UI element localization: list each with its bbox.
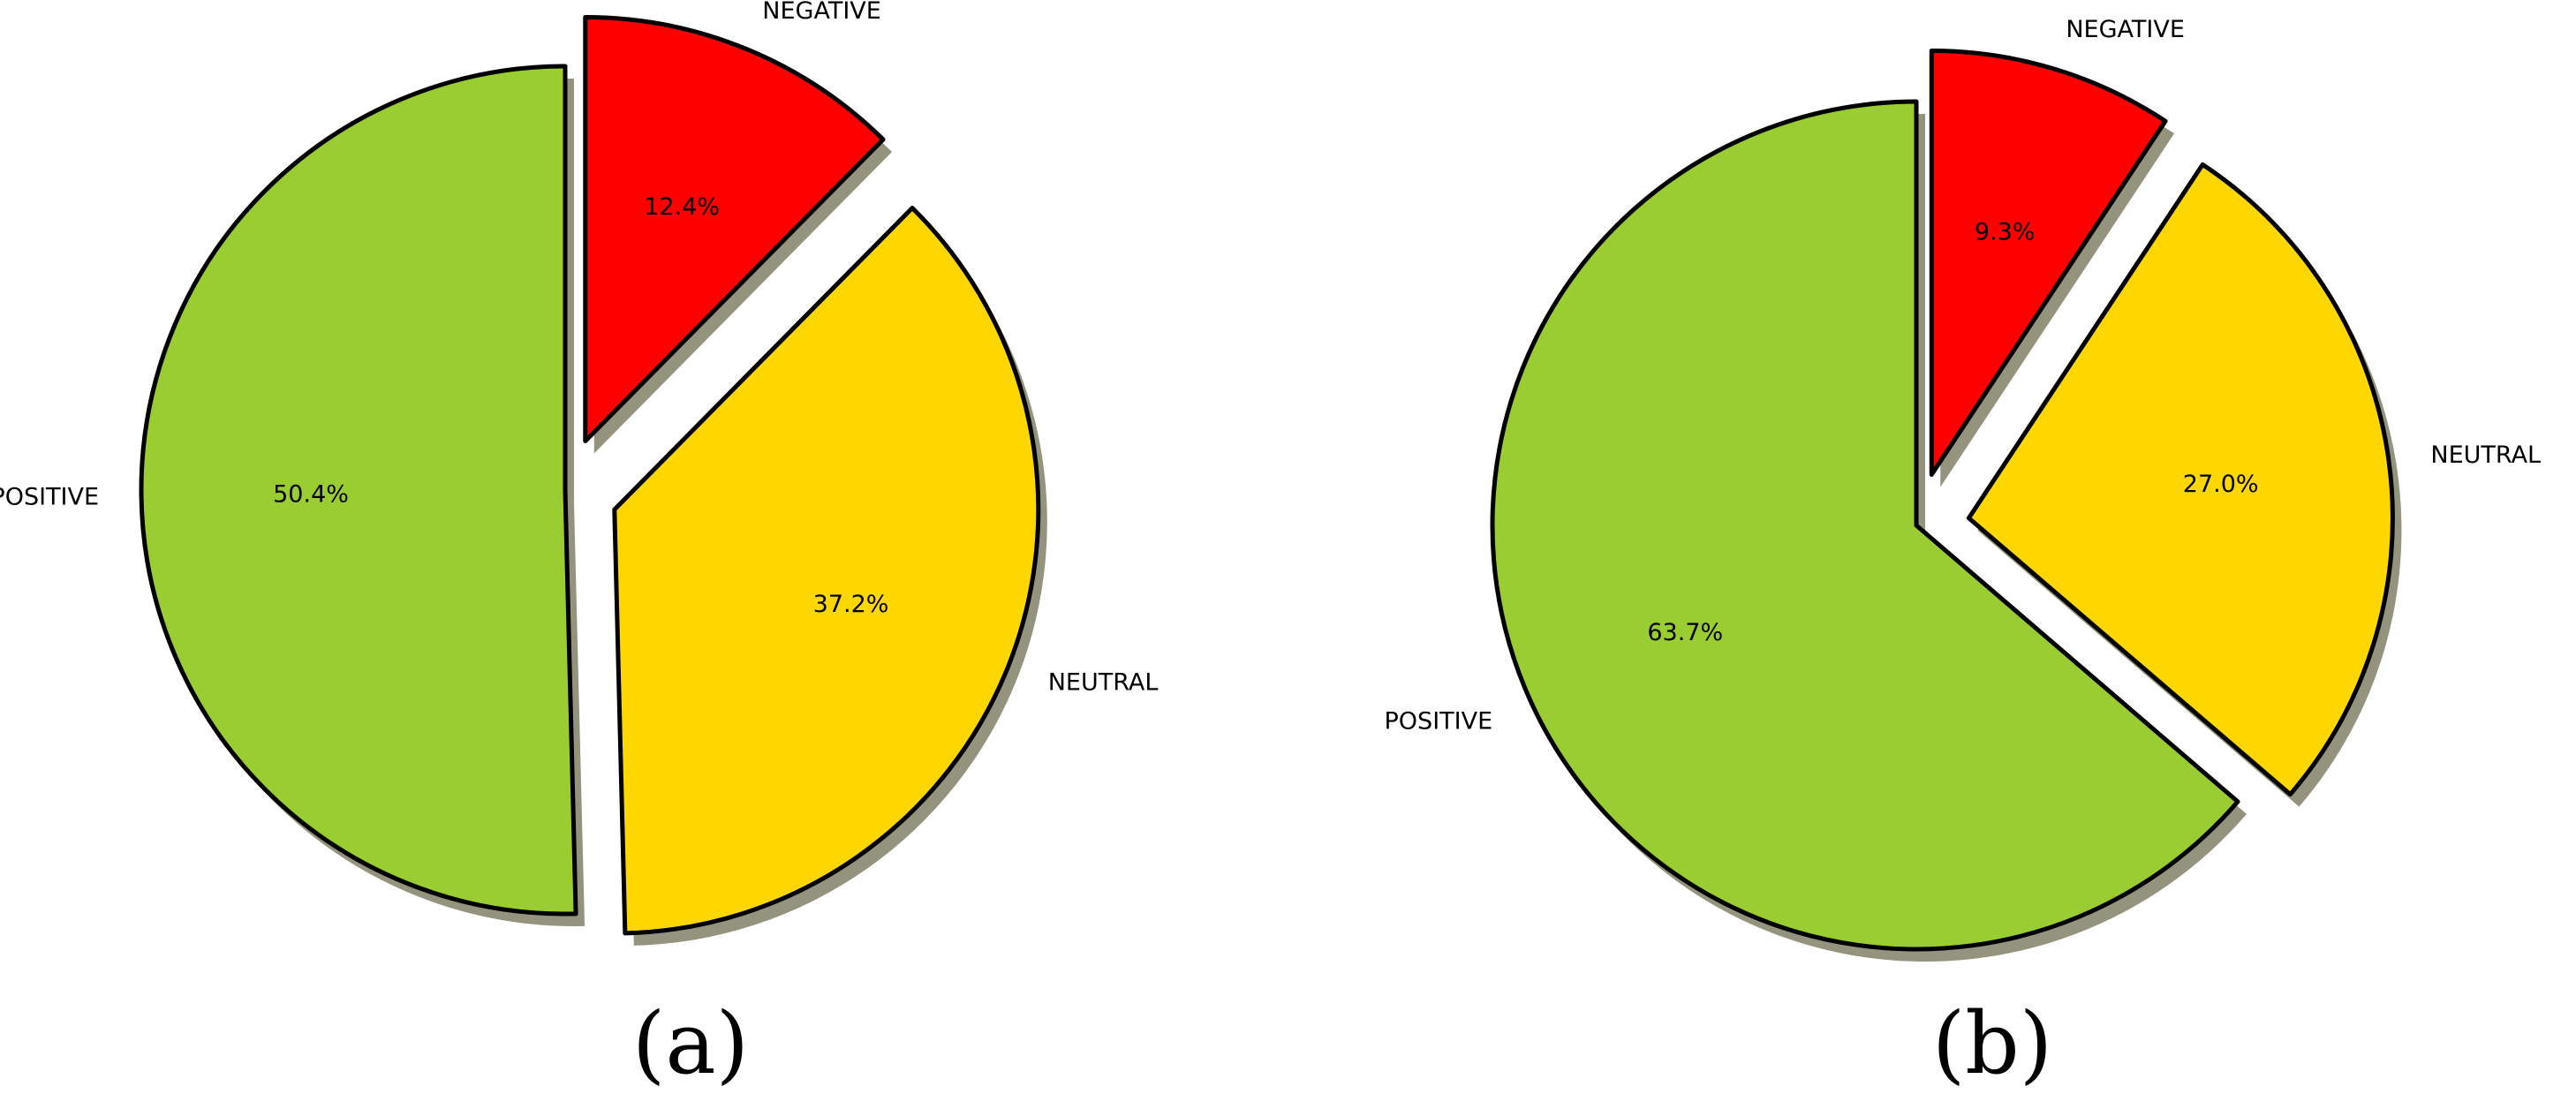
- pie-labels-b: 63.7% POSITIVE 27.0% NEUTRAL 9.3% NEGATIVE: [1385, 16, 2542, 735]
- category-label-neutral-b: NEUTRAL: [2430, 441, 2541, 469]
- slice-neutral-b: [1966, 162, 2395, 797]
- category-label-negative-a: NEGATIVE: [762, 0, 881, 25]
- category-label-neutral-a: NEUTRAL: [1048, 668, 1159, 696]
- pie-slices-a: [139, 14, 1041, 936]
- category-label-negative-b: NEGATIVE: [2066, 16, 2185, 43]
- category-label-positive-b: POSITIVE: [1385, 707, 1493, 735]
- slice-neutral-a: [612, 206, 1041, 936]
- slice-negative-a: [583, 14, 886, 443]
- panel-caption-a: (a): [632, 994, 749, 1093]
- panel-caption-b: (b): [1932, 994, 2052, 1093]
- pie-labels-a: 50.4% POSITIVE 37.2% NEUTRAL 12.4% NEGATIVE: [0, 0, 1158, 696]
- pct-label-positive-a: 50.4%: [273, 481, 349, 509]
- slice-positive-a: [139, 64, 578, 917]
- slice-positive-b: [1490, 99, 2240, 952]
- pct-label-negative-a: 12.4%: [644, 193, 720, 221]
- pct-label-positive-b: 63.7%: [1647, 619, 1723, 646]
- slice-negative-b: [1929, 49, 2168, 478]
- pct-label-negative-b: 9.3%: [1975, 219, 2036, 246]
- pie-chart-a: 50.4% POSITIVE 37.2% NEUTRAL 12.4% NEGATIVE: [0, 0, 1158, 946]
- pct-label-neutral-b: 27.0%: [2183, 471, 2259, 498]
- pie-slices-b: [1490, 49, 2395, 952]
- category-label-positive-a: POSITIVE: [0, 484, 99, 511]
- pie-chart-b: 63.7% POSITIVE 27.0% NEUTRAL 9.3% NEGATIVE: [1385, 16, 2542, 962]
- pct-label-neutral-a: 37.2%: [813, 591, 889, 618]
